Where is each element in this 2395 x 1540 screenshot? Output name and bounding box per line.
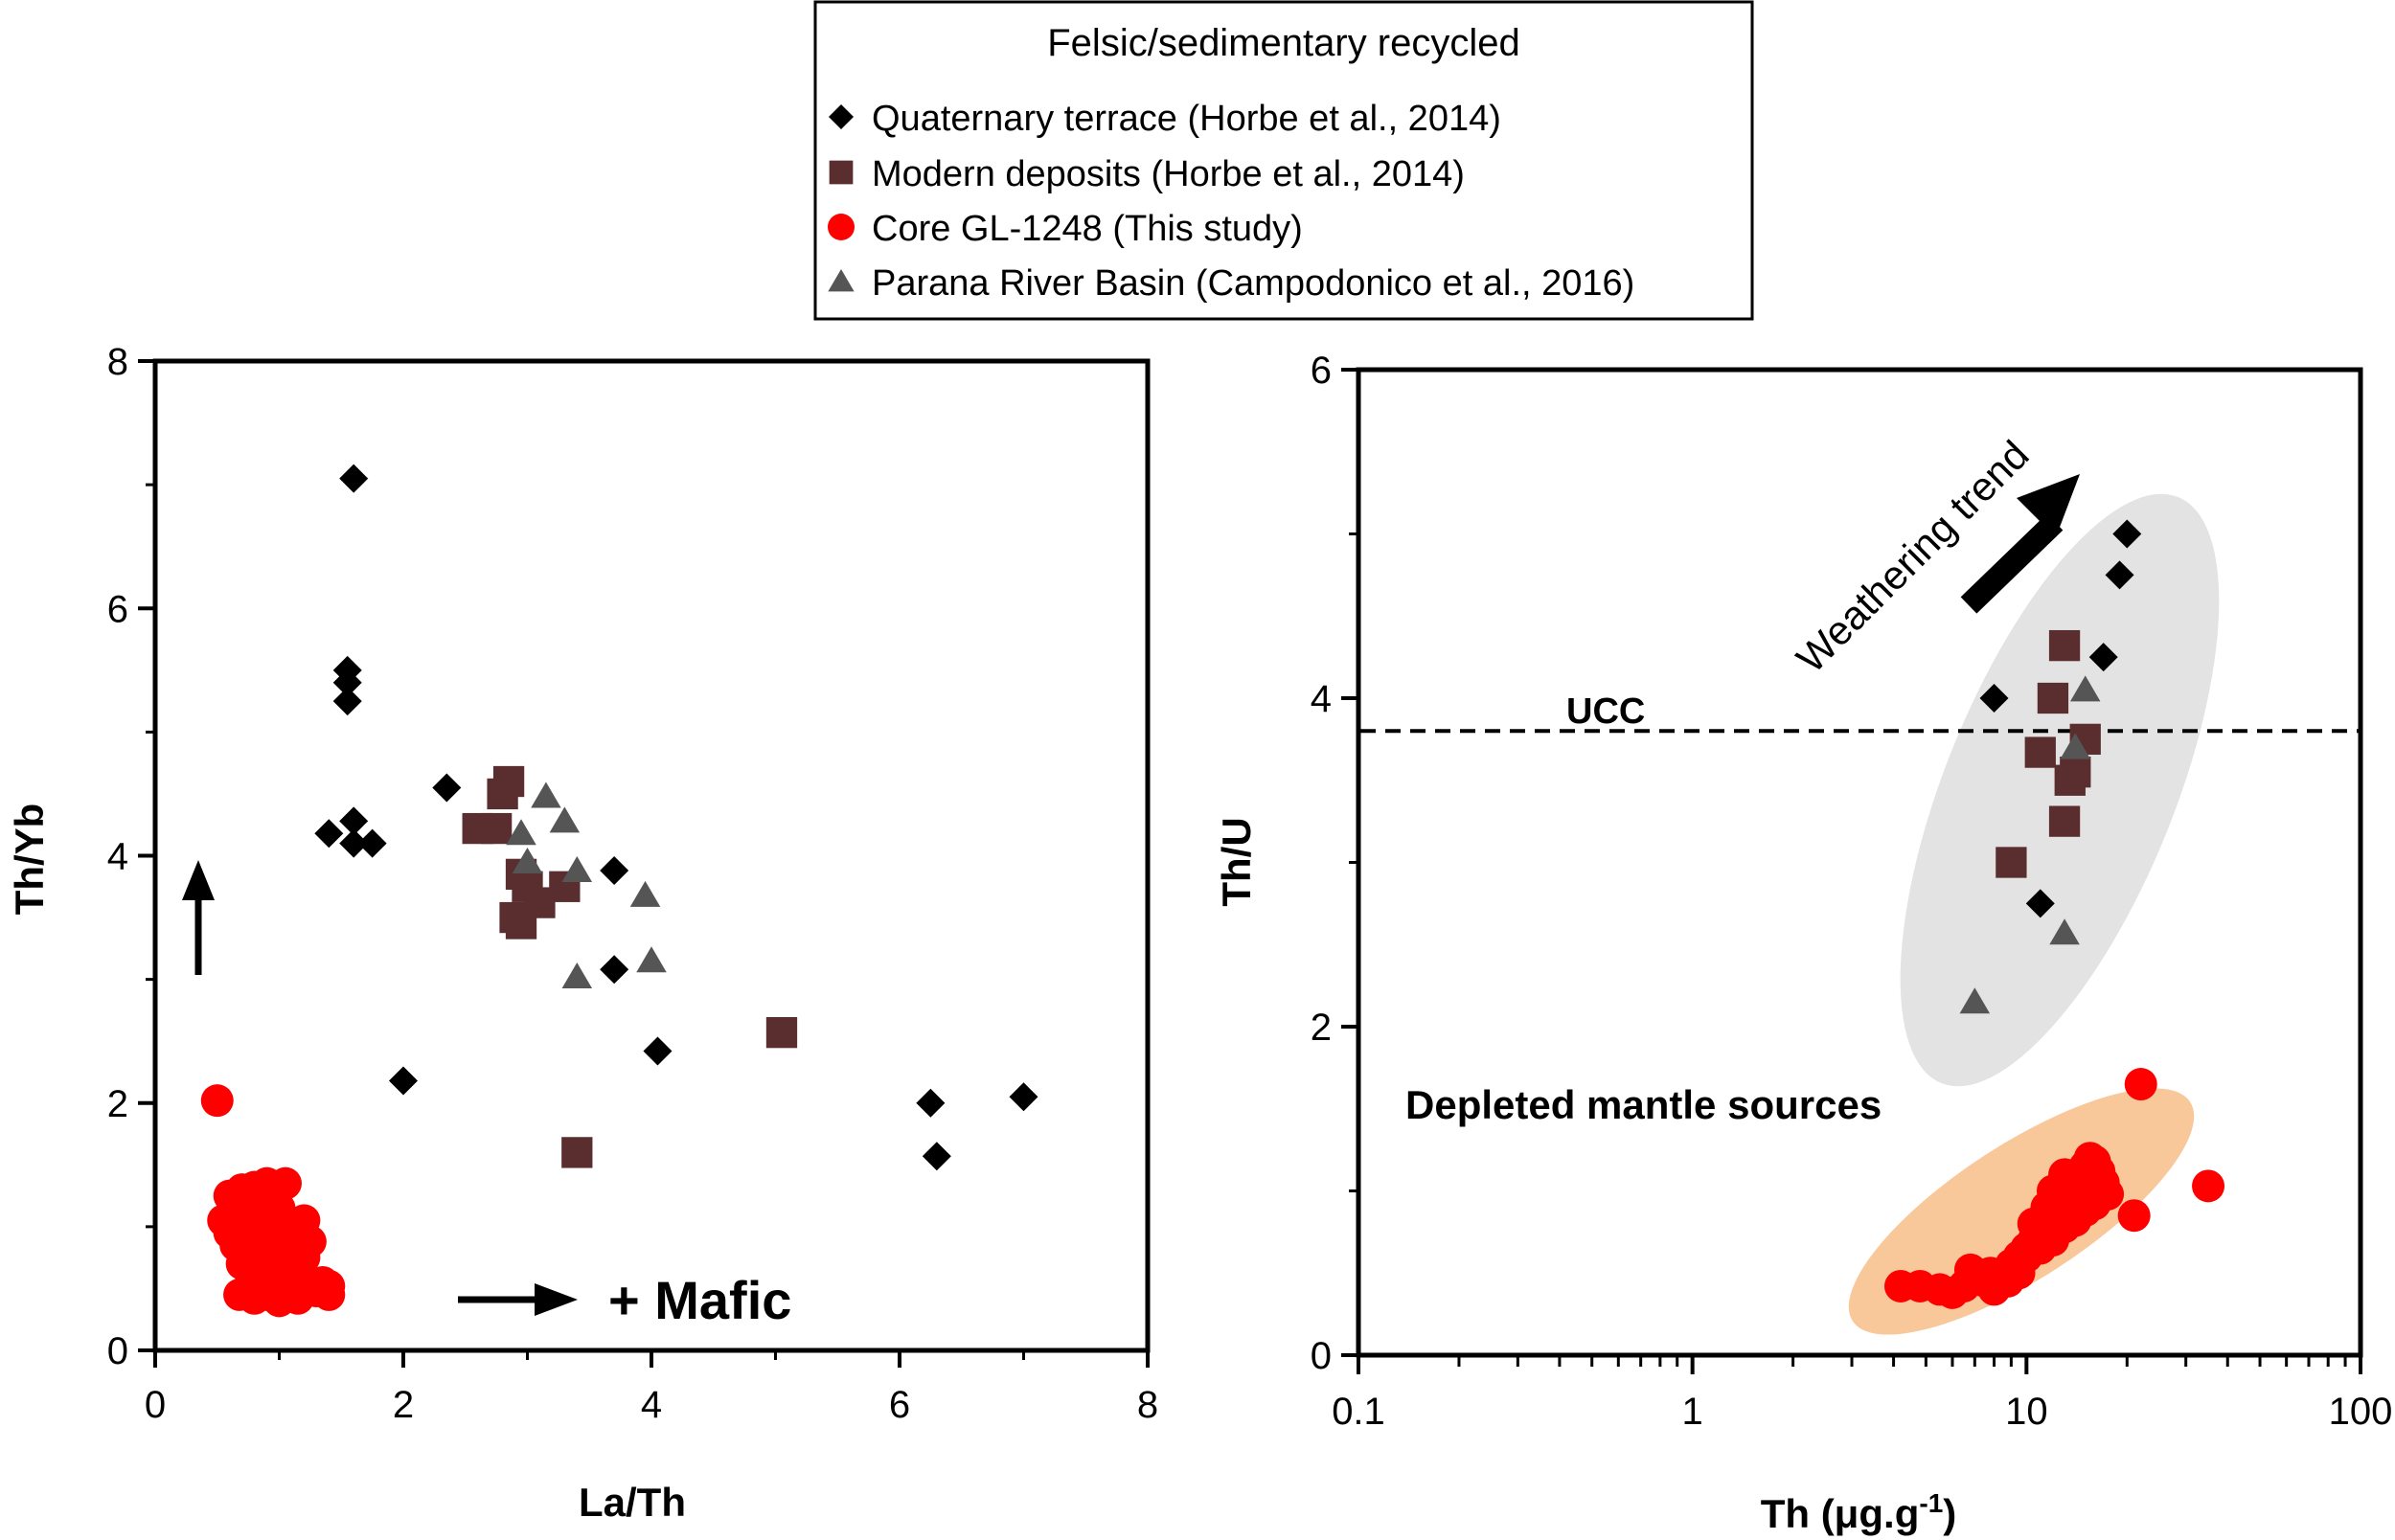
right-point-circle: [2192, 1169, 2225, 1203]
depleted-mantle-field-ellipse: [1848, 1088, 2195, 1335]
left-point-triangle: [636, 946, 667, 973]
left-point-triangle: [512, 847, 543, 873]
right-point-diamond: [2088, 643, 2118, 672]
right-plot-frame: [1356, 367, 2363, 1358]
left-point-triangle: [629, 880, 661, 907]
left-point-diamond: [643, 1036, 673, 1066]
right-point-circle: [2124, 1068, 2157, 1101]
left-point-square: [480, 812, 513, 845]
depleted-mantle-label: Depleted mantle sources: [1405, 1082, 1882, 1127]
left-point-diamond: [600, 955, 629, 985]
legend-entry-label: Quaternary terrace (Horbe et al., 2014): [872, 99, 1501, 139]
right-point-diamond: [1979, 684, 2009, 713]
right-point-square: [2024, 736, 2056, 768]
right-point-square: [2037, 682, 2069, 714]
left-y-tick-label: 6: [107, 588, 128, 630]
left-point-diamond: [600, 855, 629, 885]
left-y-tick-label: 4: [107, 836, 128, 878]
up-arrow-icon: [182, 860, 215, 975]
right-point-circle: [2048, 1158, 2082, 1191]
right-point-triangle: [2069, 675, 2101, 702]
left-point-square: [765, 1016, 798, 1049]
right-point-circle: [1953, 1253, 1987, 1286]
legend: Felsic/sedimentary recycled Quaternary t…: [813, 0, 1754, 321]
right-point-square: [1996, 847, 2027, 878]
left-point-triangle: [549, 806, 581, 833]
right-point-square: [2060, 757, 2091, 788]
left-y-axis-label: Th/Yb: [7, 804, 52, 916]
legend-box: [813, 0, 1754, 321]
left-plot: 0 2 4 6 8 0 2 4 6 8 La/Th Th/Yb + Mafic: [7, 341, 1158, 1525]
weathering-arrow-icon: [1960, 474, 2080, 614]
right-x-axis-label: Th (μg.g-1): [1761, 1488, 1957, 1536]
legend-marker-circle: [828, 214, 855, 240]
left-point-diamond: [332, 687, 362, 716]
left-point-diamond: [339, 806, 369, 836]
left-point-square: [505, 908, 537, 940]
left-x-tick-label: 2: [393, 1384, 414, 1426]
right-y-tick-label: 0: [1311, 1335, 1332, 1377]
left-point-square: [487, 778, 518, 810]
right-plot: UCC 0.1 1 10 100 0 2 4 6 Weathering trend Deple…: [1214, 350, 2392, 1536]
legend-entry-label: Core GL-1248 (This study): [872, 209, 1303, 249]
mafic-annotation: + Mafic: [608, 1270, 791, 1330]
left-x-tick-label: 8: [1137, 1384, 1158, 1426]
right-x-tick-label: 10: [2005, 1391, 2048, 1433]
left-point-triangle: [561, 855, 593, 882]
left-point-diamond: [339, 828, 369, 858]
legend-entry-label: Modern deposits (Horbe et al., 2014): [872, 154, 1465, 194]
right-point-square: [2048, 629, 2081, 662]
left-point-diamond: [916, 1088, 946, 1118]
right-x-tick-label: 0.1: [1332, 1391, 1385, 1433]
left-plot-frame: [152, 358, 1151, 1353]
right-point-triangle: [1959, 987, 1991, 1014]
right-point-triangle: [2060, 733, 2091, 759]
right-point-circle: [2083, 1174, 2116, 1208]
left-point-diamond: [1009, 1082, 1038, 1112]
left-point-diamond: [432, 773, 462, 803]
right-point-circle: [2117, 1199, 2151, 1233]
right-x-tick-label: 100: [2329, 1391, 2393, 1433]
left-point-circle: [238, 1281, 271, 1315]
left-point-diamond: [357, 828, 387, 858]
right-y-axis-label: Th/U: [1214, 817, 1259, 906]
right-y-tick-label: 2: [1311, 1007, 1332, 1049]
right-point-diamond: [2105, 560, 2134, 590]
right-point-diamond: [2025, 889, 2055, 918]
left-point-triangle: [561, 962, 593, 989]
weathering-trend-label: Weathering trend: [1788, 432, 2038, 682]
right-point-diamond: [2112, 519, 2142, 549]
legend-marker-square: [829, 160, 854, 185]
right-point-square: [2048, 805, 2081, 837]
left-y-tick-label: 8: [107, 341, 128, 383]
right-point-circle: [2017, 1207, 2050, 1240]
left-point-circle: [312, 1278, 346, 1311]
left-point-triangle: [531, 781, 561, 808]
ucc-label: UCC: [1566, 691, 1645, 732]
legend-marker-diamond: [829, 104, 854, 129]
left-x-tick-label: 4: [641, 1384, 662, 1426]
right-y-tick-label: 4: [1311, 678, 1332, 720]
right-x-tick-label: 1: [1682, 1391, 1703, 1433]
left-x-tick-label: 0: [145, 1384, 166, 1426]
left-x-tick-label: 6: [889, 1384, 910, 1426]
right-arrow-icon: [458, 1283, 578, 1316]
right-point-triangle: [2049, 918, 2080, 945]
left-point-diamond: [332, 668, 362, 697]
left-x-axis-label: La/Th: [579, 1480, 686, 1525]
left-point-circle: [200, 1084, 234, 1118]
left-y-tick-label: 2: [107, 1083, 128, 1125]
left-point-diamond: [339, 464, 369, 493]
left-y-tick-label: 0: [107, 1330, 128, 1372]
left-point-diamond: [922, 1142, 951, 1171]
right-y-tick-label: 6: [1311, 350, 1332, 392]
legend-entry-label: Parana River Basin (Campodonico et al., …: [872, 263, 1634, 304]
left-point-square: [561, 1137, 593, 1168]
left-point-triangle: [506, 819, 536, 846]
left-point-diamond: [389, 1066, 418, 1096]
legend-title: Felsic/sedimentary recycled: [1047, 22, 1520, 64]
left-point-diamond: [314, 819, 344, 849]
legend-marker-triangle: [828, 269, 855, 292]
